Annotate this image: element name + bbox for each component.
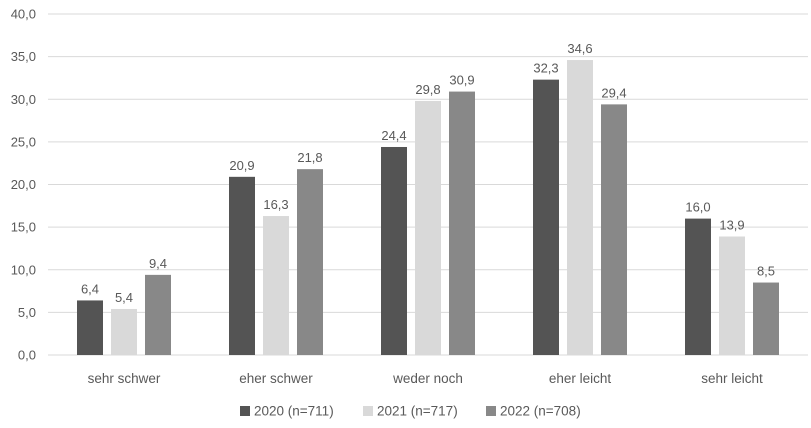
data-label: 8,5	[757, 264, 775, 279]
bar	[533, 79, 559, 355]
data-label: 32,3	[533, 61, 558, 76]
data-label: 9,4	[149, 256, 167, 271]
data-label: 6,4	[81, 281, 99, 296]
y-tick-label: 10,0	[11, 262, 36, 277]
data-label: 13,9	[719, 218, 744, 233]
legend-swatch	[240, 406, 250, 416]
data-label: 30,9	[449, 73, 474, 88]
bar	[77, 300, 103, 355]
legend-label: 2021 (n=717)	[377, 404, 458, 419]
bar	[415, 100, 441, 355]
x-tick-label: eher leicht	[549, 371, 612, 386]
data-label: 21,8	[297, 150, 322, 165]
bar	[685, 218, 711, 355]
y-tick-label: 25,0	[11, 134, 36, 149]
bar	[449, 91, 475, 355]
bar	[601, 104, 627, 356]
data-label: 20,9	[229, 158, 254, 173]
x-tick-label: sehr schwer	[88, 371, 161, 386]
bars	[77, 60, 779, 356]
legend: 2020 (n=711) 2021 (n=717) 2022 (n=708)	[240, 404, 581, 419]
data-label: 5,4	[115, 290, 133, 305]
y-tick-label: 15,0	[11, 220, 36, 235]
legend-swatch	[486, 406, 496, 416]
bar	[263, 216, 289, 355]
data-label: 16,3	[263, 197, 288, 212]
y-tick-label: 30,0	[11, 92, 36, 107]
y-axis-ticks: 0,0 5,0 10,0 15,0 20,0 25,0 30,0 35,0 40,0	[11, 7, 36, 363]
x-tick-label: eher schwer	[239, 371, 313, 386]
data-label: 16,0	[685, 200, 710, 215]
data-labels: 6,4 5,4 9,4 20,9 16,3 21,8 24,4 29,8 30,9 32,3 34,…	[81, 41, 775, 305]
x-tick-label: weder noch	[392, 371, 463, 386]
data-label: 34,6	[567, 41, 592, 56]
bar	[297, 169, 323, 355]
y-tick-label: 35,0	[11, 49, 36, 64]
data-label: 29,8	[415, 82, 440, 97]
x-tick-label: sehr leicht	[701, 371, 763, 386]
bar	[753, 282, 779, 355]
legend-label: 2020 (n=711)	[254, 404, 334, 419]
data-label: 24,4	[381, 128, 406, 143]
bar	[145, 274, 171, 355]
data-label: 29,4	[601, 85, 626, 100]
y-tick-label: 20,0	[11, 177, 36, 192]
bar	[719, 236, 745, 355]
bar	[229, 176, 255, 355]
y-tick-label: 40,0	[11, 7, 36, 22]
legend-swatch	[363, 406, 373, 416]
x-axis-ticks: sehr schwer eher schwer weder noch eher lei…	[88, 371, 763, 386]
y-tick-label: 5,0	[18, 305, 36, 320]
bar	[567, 60, 593, 355]
legend-label: 2022 (n=708)	[500, 404, 581, 419]
bar	[381, 146, 407, 355]
y-tick-label: 0,0	[18, 348, 36, 363]
bar	[111, 308, 137, 355]
